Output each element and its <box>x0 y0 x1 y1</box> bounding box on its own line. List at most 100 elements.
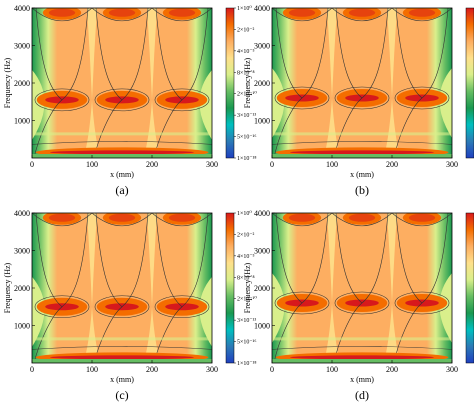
colorbar-tick-label: 3×10⁻¹³ <box>237 113 256 119</box>
y-tick-label: 2000 <box>254 284 270 293</box>
node-column <box>146 99 158 148</box>
contour-line <box>421 8 449 99</box>
x-tick-label: 300 <box>206 365 218 374</box>
contour-line <box>95 213 123 307</box>
contour-line <box>301 8 329 99</box>
panel-label: (b) <box>355 183 369 197</box>
mode-lobe-core <box>408 8 436 17</box>
y-tick-label: 2000 <box>14 79 30 88</box>
contour-line <box>272 141 452 145</box>
node-column <box>326 98 338 148</box>
mode-lobe-core <box>48 213 76 222</box>
contour-line <box>121 213 149 307</box>
plot-area <box>32 213 212 363</box>
contour-line <box>272 213 333 227</box>
x-tick-label: 300 <box>206 160 218 169</box>
contour-line <box>391 213 452 227</box>
edge-band <box>32 359 212 363</box>
y-tick-label: 2000 <box>254 79 270 88</box>
contour-line <box>394 291 450 315</box>
x-tick-label: 100 <box>326 365 338 374</box>
y-tick-label: 1000 <box>254 322 270 331</box>
x-tick-label: 200 <box>146 160 158 169</box>
colorbar-tick-label: 1×10⁰ <box>237 5 252 12</box>
colorbar-tick-label: 2×10⁻² <box>237 27 255 33</box>
plot-area <box>272 8 452 158</box>
mode-lobe-core <box>408 213 436 222</box>
y-tick-label: 4000 <box>254 209 270 218</box>
plot-area <box>32 8 212 158</box>
chart-panel: 0 100 200 300 1000 2000 3000 4000 x (mm) Frequenc… <box>3 4 257 197</box>
field-background <box>32 213 212 363</box>
contour-line <box>361 8 389 99</box>
x-tick-label: 100 <box>86 365 98 374</box>
contour-line <box>151 213 212 227</box>
node-column <box>147 213 157 307</box>
y-tick-label: 3000 <box>254 247 270 256</box>
contour-line <box>32 8 93 22</box>
y-tick-label: 4000 <box>14 209 30 218</box>
y-axis-label: Frequency (Hz) <box>3 262 12 313</box>
contour-line <box>301 213 329 304</box>
x-axis-label: x (mm) <box>350 170 374 179</box>
contour-line <box>391 8 452 22</box>
y-tick-label: 3000 <box>14 42 30 51</box>
edge-band <box>32 154 212 158</box>
x-tick-label: 100 <box>86 160 98 169</box>
contour-line <box>335 8 363 99</box>
colorbar-tick-label: 2×10⁻¹⁰ <box>237 91 257 98</box>
contour-line <box>331 8 393 22</box>
node-column <box>386 98 398 148</box>
contour-line <box>154 295 210 319</box>
contour-line <box>421 213 449 304</box>
contour-line <box>334 86 390 110</box>
edge-band <box>272 154 452 158</box>
y-axis-label: Frequency (Hz) <box>3 57 12 108</box>
mode-lobe-core <box>348 8 376 17</box>
colorbar <box>465 7 474 159</box>
mode-lobe-core <box>348 213 376 222</box>
edge-band <box>272 337 452 341</box>
contour-line <box>155 213 183 307</box>
y-tick-label: 4000 <box>14 4 30 13</box>
mode-lobe-core <box>288 213 316 222</box>
contour-line <box>61 213 89 307</box>
panel-label: (a) <box>115 183 128 197</box>
contour-line <box>181 8 209 101</box>
colorbar-tick-label: 5×10⁻¹⁶ <box>237 340 256 346</box>
panel-label: (d) <box>355 388 369 402</box>
y-tick-label: 4000 <box>254 4 270 13</box>
mode-lobe-core <box>168 213 196 222</box>
mode-lobe-core <box>290 355 434 360</box>
contour-line <box>335 213 363 304</box>
colorbar-tick-label: 5×10⁻¹⁶ <box>237 135 256 141</box>
colorbar <box>465 212 474 364</box>
colorbar-tick-label: 1×10⁰ <box>237 210 252 217</box>
field-background <box>32 8 212 158</box>
colorbar-tick-label: 4×10⁻⁵ <box>237 49 255 55</box>
x-tick-label: 0 <box>30 365 34 374</box>
mode-lobe-core <box>108 213 136 222</box>
contour-line <box>154 88 210 112</box>
y-tick-label: 3000 <box>14 247 30 256</box>
node-column <box>387 213 397 303</box>
colorbar <box>225 212 235 364</box>
mode-lobe-core <box>290 150 434 155</box>
contour-line <box>91 8 153 22</box>
contour-line <box>32 213 93 227</box>
contour-line <box>361 213 389 304</box>
x-tick-label: 200 <box>146 365 158 374</box>
contour-line <box>394 86 450 110</box>
colorbar-tick-label: 2×10⁻² <box>237 232 255 238</box>
mode-lobe-core <box>168 8 196 17</box>
x-axis-label: x (mm) <box>110 375 134 384</box>
contour-line <box>155 8 183 101</box>
node-column <box>87 8 97 100</box>
node-column <box>86 306 98 353</box>
edge-band <box>32 337 212 341</box>
node-column <box>86 99 98 148</box>
contour-line <box>181 213 209 307</box>
contour-line <box>33 306 63 363</box>
contour-line <box>334 291 390 315</box>
